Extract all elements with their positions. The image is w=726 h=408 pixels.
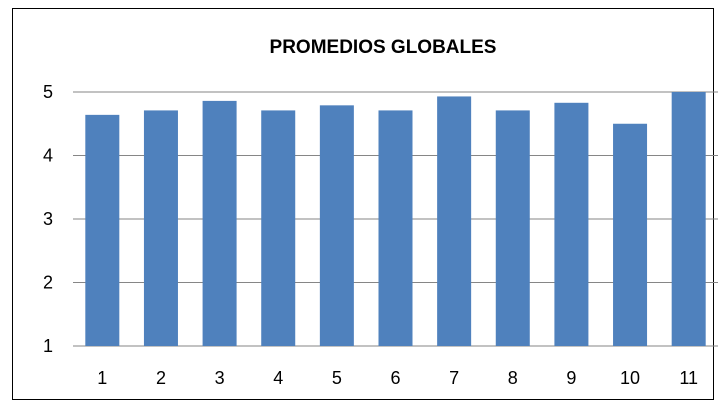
y-tick-label: 2 [43, 273, 53, 293]
y-tick-label: 4 [43, 146, 53, 166]
x-tick-label: 8 [508, 368, 518, 388]
x-tick-label: 10 [620, 368, 640, 388]
bar [378, 110, 413, 346]
bar [143, 110, 178, 346]
y-axis-ticks: 1 2 3 4 5 [43, 82, 53, 356]
chart-title: PROMEDIOS GLOBALES [270, 37, 497, 58]
y-tick-label: 3 [43, 209, 53, 229]
chart-frame [12, 8, 714, 400]
x-tick-label: 2 [156, 368, 166, 388]
x-tick-label: 7 [449, 368, 459, 388]
x-tick-label: 4 [273, 368, 283, 388]
bar [261, 110, 296, 346]
bar [85, 114, 120, 346]
x-tick-label: 9 [566, 368, 576, 388]
bar [495, 110, 530, 346]
bar [437, 96, 472, 346]
x-axis-ticks: 1 2 3 4 5 6 7 8 9 10 11 [97, 368, 698, 388]
x-tick-label: 3 [215, 368, 225, 388]
x-tick-label: 11 [679, 368, 698, 388]
y-tick-label: 1 [43, 336, 53, 356]
bar [671, 92, 706, 346]
bar [202, 100, 237, 346]
bar [554, 102, 589, 346]
x-tick-label: 1 [97, 368, 107, 388]
bars [85, 92, 706, 347]
x-tick-label: 6 [390, 368, 400, 388]
x-tick-label: 5 [332, 368, 342, 388]
y-tick-label: 5 [43, 82, 53, 102]
bar [613, 123, 648, 346]
bar [319, 105, 354, 347]
